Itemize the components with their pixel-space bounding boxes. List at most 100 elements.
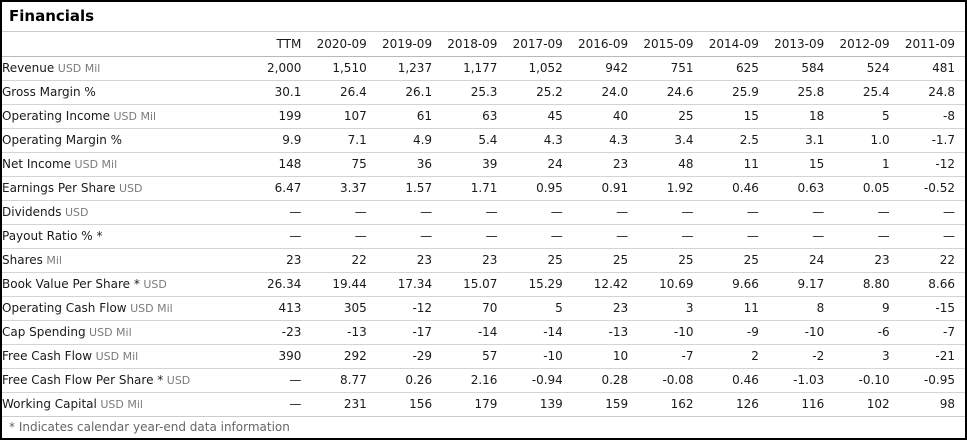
cell-value: 481 — [899, 56, 965, 81]
cell-value: 292 — [311, 344, 377, 369]
cell-value: 0.95 — [507, 176, 573, 201]
cell-value: 25 — [638, 248, 704, 273]
cell-value: 156 — [376, 392, 443, 417]
cell-value: 1.0 — [834, 128, 900, 153]
cell-value: 11 — [703, 152, 769, 177]
cell-value: 24.8 — [899, 80, 965, 105]
cell-value: -14 — [507, 320, 573, 345]
row-unit: Mil — [42, 254, 62, 267]
row-label: Operating Income USD Mil — [2, 104, 246, 129]
column-header: 2017-09 — [507, 32, 573, 57]
column-header: 2020-09 — [311, 32, 377, 57]
cell-value: 23 — [442, 248, 508, 273]
cell-value: 139 — [507, 392, 573, 417]
row-unit: USD — [115, 182, 143, 195]
cell-value: 1,510 — [311, 56, 377, 81]
cell-value: 107 — [311, 104, 377, 129]
cell-value: — — [507, 224, 573, 249]
cell-value: 179 — [442, 392, 508, 417]
column-header: 2018-09 — [442, 32, 508, 57]
cell-value: 2 — [703, 344, 769, 369]
row-label: Revenue USD Mil — [2, 56, 246, 81]
cell-value: 18 — [768, 104, 835, 129]
row-unit: USD — [61, 206, 89, 219]
cell-value: — — [703, 200, 769, 225]
cell-value: 8.66 — [899, 272, 965, 297]
cell-value: 8 — [768, 296, 835, 321]
cell-value: -21 — [899, 344, 965, 369]
cell-value: -1.03 — [768, 368, 835, 393]
table-row: Net Income USD Mil 148 75 36 39 24 23 48 11 15 1 -1… — [2, 152, 965, 177]
cell-value: 10.69 — [638, 272, 704, 297]
cell-value: 25 — [507, 248, 573, 273]
cell-value: — — [834, 200, 900, 225]
row-unit: USD — [139, 278, 167, 291]
cell-value: — — [507, 200, 573, 225]
row-label: Gross Margin % — [2, 80, 246, 105]
cell-value: 25.8 — [768, 80, 835, 105]
cell-value: -13 — [572, 320, 639, 345]
cell-value: 23 — [834, 248, 900, 273]
cell-value: 4.3 — [507, 128, 573, 153]
cell-value: — — [572, 224, 639, 249]
cell-value: 24.0 — [572, 80, 639, 105]
cell-value: 1,237 — [376, 56, 443, 81]
cell-value: 26.34 — [246, 272, 312, 297]
cell-value: 5 — [834, 104, 900, 129]
cell-value: -0.52 — [899, 176, 965, 201]
cell-value: 23 — [376, 248, 443, 273]
cell-value: 524 — [834, 56, 900, 81]
cell-value: 11 — [703, 296, 769, 321]
cell-value: 40 — [572, 104, 639, 129]
row-unit: USD Mil — [126, 302, 173, 315]
cell-value: 199 — [246, 104, 312, 129]
cell-value: — — [638, 224, 704, 249]
row-label: Book Value Per Share * USD — [2, 272, 246, 297]
cell-value: 26.4 — [311, 80, 377, 105]
table-row: Free Cash Flow Per Share * USD —8.77 0.26 2… — [2, 368, 965, 393]
cell-value: 9.9 — [246, 128, 312, 153]
cell-value: -10 — [507, 344, 573, 369]
cell-value: 159 — [572, 392, 639, 417]
cell-value: — — [442, 224, 508, 249]
cell-value: — — [376, 224, 443, 249]
footnote-bar: * Indicates calendar year-end data infor… — [2, 417, 965, 439]
cell-value: 7.1 — [311, 128, 377, 153]
cell-value: 2,000 — [246, 56, 312, 81]
financials-table: TTM 2020-09 2019-09 2018-09 2017-09 2016-09 20… — [2, 32, 965, 417]
row-label: Dividends USD — [2, 200, 246, 225]
cell-value: -13 — [311, 320, 377, 345]
cell-value: 1.71 — [442, 176, 508, 201]
cell-value: 25.2 — [507, 80, 573, 105]
cell-value: -12 — [376, 296, 443, 321]
table-row: Working Capital USD Mil —231 156 179 139 159 1… — [2, 392, 965, 417]
cell-value: 12.42 — [572, 272, 639, 297]
cell-value: -23 — [246, 320, 312, 345]
cell-value: 25.9 — [703, 80, 769, 105]
row-unit: USD Mil — [85, 326, 132, 339]
cell-value: -29 — [376, 344, 443, 369]
cell-value: -9 — [703, 320, 769, 345]
cell-value: 2.16 — [442, 368, 508, 393]
cell-value: 0.63 — [768, 176, 835, 201]
row-label: Earnings Per Share USD — [2, 176, 246, 201]
cell-value: — — [442, 200, 508, 225]
row-label: Free Cash Flow Per Share * USD — [2, 368, 246, 393]
row-label: Cap Spending USD Mil — [2, 320, 246, 345]
cell-value: 305 — [311, 296, 377, 321]
table-row: Operating Income USD Mil 199 107 61 63 45 40 25… — [2, 104, 965, 129]
cell-value: 0.46 — [703, 176, 769, 201]
cell-value: -0.08 — [638, 368, 704, 393]
cell-value: — — [703, 224, 769, 249]
cell-value: 148 — [246, 152, 312, 177]
cell-value: 231 — [311, 392, 377, 417]
table-row: Earnings Per Share USD 6.47 3.37 1.57 1.71 0.… — [2, 176, 965, 201]
cell-value: -8 — [899, 104, 965, 129]
cell-value: — — [834, 224, 900, 249]
cell-value: 24.6 — [638, 80, 704, 105]
cell-value: 390 — [246, 344, 312, 369]
cell-value: 162 — [638, 392, 704, 417]
cell-value: 3.4 — [638, 128, 704, 153]
cell-value: 23 — [572, 296, 639, 321]
cell-value: 70 — [442, 296, 508, 321]
